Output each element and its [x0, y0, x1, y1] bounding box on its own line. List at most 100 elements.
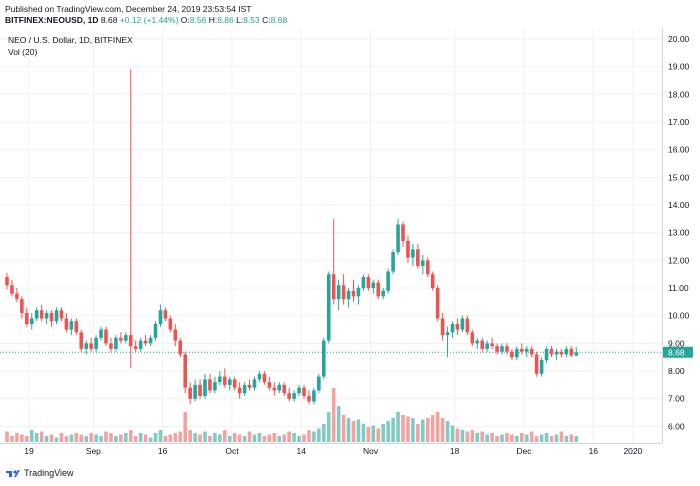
volume-bar	[470, 430, 475, 442]
volume-bar	[391, 418, 395, 442]
candle-body	[430, 274, 435, 289]
publish-note: Published on TradingView.com, December 2…	[5, 4, 252, 14]
candle-body	[104, 329, 108, 344]
last-price-text: 8.68	[668, 347, 685, 357]
candle-body	[490, 343, 494, 347]
time-tick-label: 16	[158, 446, 168, 456]
candle-body	[569, 348, 574, 356]
price-tick-label: 14.00	[668, 200, 690, 210]
volume-bar	[297, 436, 301, 442]
time-tick-label: 14	[297, 446, 307, 456]
volume-bar	[237, 434, 242, 442]
price-tick-label: 11.00	[668, 283, 689, 293]
high-value: 8.86	[217, 15, 234, 25]
volume-bar	[49, 434, 54, 442]
candle-body	[34, 310, 39, 319]
volume-bar	[371, 425, 376, 442]
volume-bar	[326, 412, 331, 442]
candle-body	[109, 343, 113, 349]
volume-bar	[465, 431, 470, 442]
candle-body	[173, 329, 178, 341]
price-tick-label: 7.00	[668, 394, 685, 404]
candle-body	[465, 318, 470, 333]
volume-bar	[277, 436, 282, 442]
time-tick-label: 2020	[623, 446, 642, 456]
candle-body	[119, 337, 123, 341]
candle-body	[322, 340, 326, 377]
tradingview-brand[interactable]: TradingView	[5, 468, 74, 478]
volume-bar	[158, 430, 163, 442]
volume-bar	[356, 419, 361, 442]
volume-bar	[84, 436, 88, 442]
candle-body	[376, 282, 381, 297]
volume-bar	[559, 431, 564, 442]
volume-bar	[406, 416, 410, 442]
candle-body	[168, 318, 173, 330]
candle-body	[272, 387, 277, 391]
candle-body	[163, 310, 168, 319]
candle-body	[242, 384, 247, 394]
candle-body	[262, 373, 267, 383]
volume-bar	[381, 424, 385, 442]
volume-bar	[74, 433, 79, 442]
volume-bar	[529, 431, 534, 442]
volume-bar	[119, 434, 123, 442]
volume-bar	[29, 430, 34, 442]
candle-body	[143, 340, 148, 344]
candle-body	[317, 376, 321, 391]
candle-body	[128, 335, 133, 347]
candle-body	[312, 390, 316, 402]
price-tick-label: 16.00	[668, 145, 690, 155]
candle-body	[267, 382, 272, 388]
volume-bar	[331, 388, 336, 442]
candle-body	[351, 290, 356, 297]
volume-bar	[138, 433, 143, 442]
volume-bar	[257, 433, 262, 442]
volume-bar	[317, 428, 321, 442]
volume-bar	[539, 434, 544, 442]
candle-body	[524, 348, 529, 352]
volume-bar	[104, 431, 108, 442]
price-tick-label: 8.00	[668, 366, 685, 376]
volume-indicator-label[interactable]: Vol (20)	[8, 47, 38, 57]
volume-bar	[515, 436, 519, 442]
volume-bar	[500, 434, 504, 442]
volume-bar	[411, 418, 415, 442]
candle-body	[5, 277, 9, 286]
volume-bar	[128, 430, 133, 442]
volume-bar	[173, 433, 178, 442]
volume-bar	[10, 436, 14, 442]
price-tick-label: 17.00	[668, 117, 690, 127]
volume-bar	[20, 434, 24, 442]
volume-bar	[440, 418, 445, 442]
candle-body	[341, 285, 346, 300]
close-label: C:	[262, 15, 271, 25]
volume-bar	[495, 436, 499, 442]
candle-body	[148, 337, 153, 344]
candle-body	[356, 288, 361, 297]
candle-body	[69, 321, 74, 330]
candle-body	[554, 351, 559, 355]
candle-body	[138, 340, 143, 349]
volume-bar	[25, 436, 29, 442]
candle-body	[247, 384, 252, 388]
candle-body	[416, 249, 420, 266]
candle-body	[534, 354, 539, 374]
volume-bar	[163, 436, 168, 442]
volume-bar	[524, 434, 529, 442]
symbol-name[interactable]: BITFINEX:NEOUSD, 1D	[5, 15, 99, 25]
last-price-badge	[663, 346, 693, 358]
volume-bar	[287, 431, 291, 442]
volume-bar	[183, 412, 187, 442]
candle-body	[79, 332, 84, 349]
candle-body	[223, 376, 227, 385]
volume-bar	[564, 436, 569, 442]
volume-bar	[124, 433, 128, 442]
volume-bar	[534, 436, 539, 442]
volume-bar	[376, 428, 381, 442]
candle-body	[386, 271, 390, 291]
volume-bar	[79, 434, 84, 442]
volume-bar	[569, 434, 574, 442]
candle-body	[307, 395, 311, 402]
candle-body	[292, 393, 296, 399]
